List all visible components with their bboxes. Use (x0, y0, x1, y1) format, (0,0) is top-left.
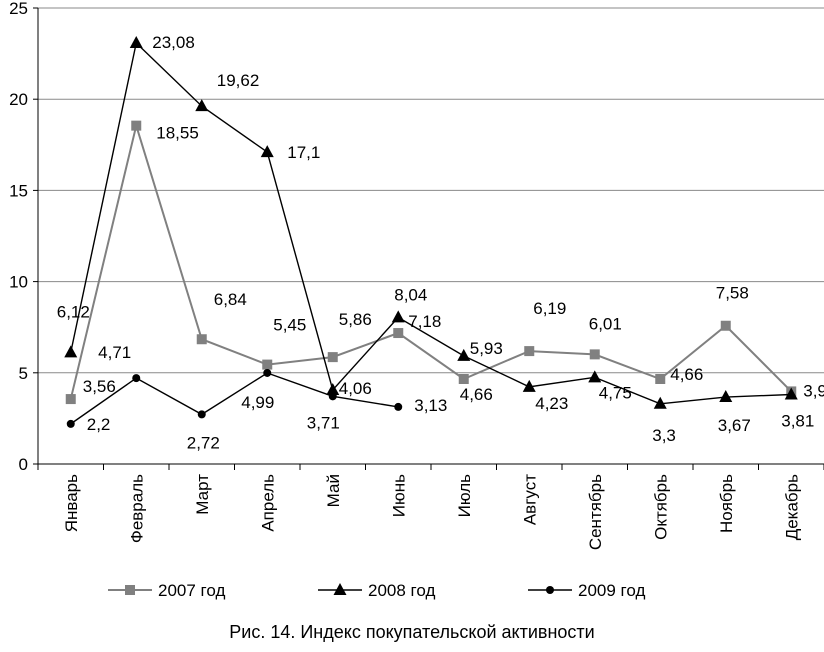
data-point (393, 328, 404, 339)
x-tick-label: Январь (62, 474, 81, 532)
legend-label: 2009 год (578, 581, 645, 600)
data-point (327, 352, 338, 363)
data-label: 3,67 (718, 416, 751, 435)
data-point (653, 396, 667, 409)
data-label: 23,08 (152, 33, 195, 52)
figure-caption: Рис. 14. Индекс покупательской активност… (229, 622, 595, 642)
data-label: 3,13 (414, 396, 447, 415)
data-point (64, 345, 78, 358)
data-point (720, 320, 731, 331)
x-tick-label: Ноябрь (717, 474, 736, 533)
y-tick-label: 5 (19, 364, 28, 383)
series-line (70, 41, 792, 405)
data-label: 3,3 (652, 426, 676, 445)
data-label: 2,72 (187, 433, 220, 452)
data-point (457, 348, 471, 361)
data-label: 3,71 (307, 413, 340, 432)
x-tick-label: Май (324, 474, 343, 507)
data-point (522, 379, 536, 392)
data-label: 4,66 (460, 385, 493, 404)
data-label: 6,84 (214, 290, 247, 309)
data-label: 2,2 (87, 415, 111, 434)
data-label: 4,06 (339, 379, 372, 398)
data-point (524, 346, 535, 357)
data-point (391, 310, 405, 323)
data-point (719, 390, 733, 403)
data-point (784, 387, 798, 400)
legend-marker (333, 583, 347, 595)
data-point (132, 374, 141, 383)
data-point (195, 99, 209, 112)
x-tick-label: Июль (455, 474, 474, 518)
x-tick-label: Февраль (127, 474, 146, 543)
data-label: 18,55 (156, 124, 199, 143)
data-label: 6,01 (589, 314, 622, 333)
x-tick-label: Август (520, 474, 539, 525)
data-label: 8,04 (394, 285, 427, 304)
x-tick-label: Март (193, 474, 212, 515)
legend-label: 2008 год (368, 581, 435, 600)
data-point (66, 419, 75, 428)
data-label: 19,62 (217, 71, 260, 90)
data-label: 5,86 (339, 310, 372, 329)
data-label: 4,99 (241, 393, 274, 412)
data-point (263, 368, 272, 377)
data-label: 4,71 (98, 343, 131, 362)
data-label: 4,66 (670, 365, 703, 384)
y-tick-label: 0 (19, 455, 28, 474)
y-tick-label: 20 (9, 90, 28, 109)
y-tick-label: 25 (9, 0, 28, 18)
x-tick-label: Октябрь (651, 474, 670, 540)
line-chart: 0 5 10 15 20 25 Январь Февраль Март Апрель Май Июнь… (9, 0, 824, 600)
x-tick-label: Апрель (258, 474, 277, 532)
x-tick-label: Сентябрь (586, 474, 605, 550)
data-label: 6,19 (533, 299, 566, 318)
data-point (328, 392, 337, 401)
data-point (588, 370, 602, 383)
data-label: 3,56 (83, 377, 116, 396)
data-point (655, 374, 666, 385)
y-tick-label: 10 (9, 273, 28, 292)
data-label: 4,23 (535, 394, 568, 413)
data-point (196, 334, 207, 345)
series-line (70, 372, 399, 425)
data-label: 3,98 (803, 381, 824, 400)
x-tick-label: Декабрь (782, 474, 801, 540)
legend-marker (546, 586, 554, 594)
data-label: 5,45 (273, 316, 306, 335)
data-label: 7,58 (716, 284, 749, 303)
series-line (69, 121, 792, 400)
data-label: 4,75 (599, 383, 632, 402)
data-point (589, 349, 600, 360)
data-label: 17,1 (287, 143, 320, 162)
x-tick-label: Июнь (389, 474, 408, 517)
data-label: 5,93 (470, 339, 503, 358)
y-tick-label: 15 (9, 181, 28, 200)
data-point (262, 359, 273, 370)
data-label: 7,18 (408, 312, 441, 331)
legend-marker (125, 585, 135, 595)
legend-label: 2007 год (158, 581, 225, 600)
data-point (129, 36, 143, 49)
data-point (394, 402, 403, 411)
data-point (326, 382, 340, 395)
data-point (458, 374, 469, 385)
data-point (260, 145, 274, 158)
data-label: 3,81 (781, 412, 814, 431)
data-label: 6,12 (57, 302, 90, 321)
data-point (197, 410, 206, 419)
data-point (131, 120, 142, 131)
data-point (65, 394, 76, 405)
